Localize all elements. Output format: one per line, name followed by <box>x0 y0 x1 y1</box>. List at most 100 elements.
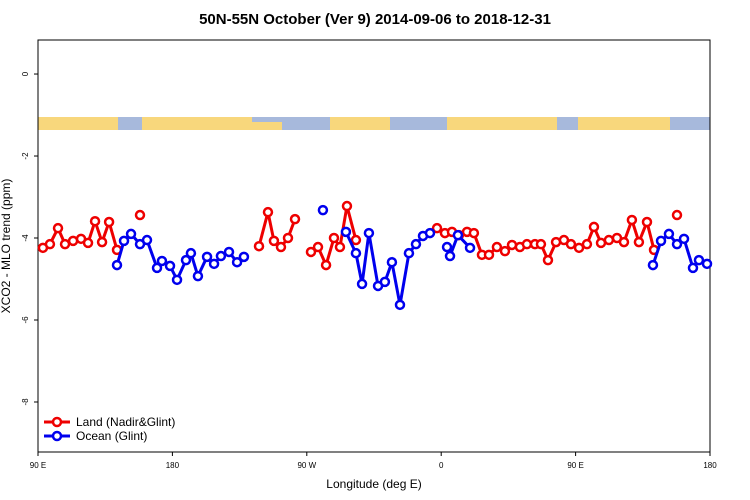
point <box>275 241 287 253</box>
point <box>340 226 352 238</box>
point <box>151 262 163 274</box>
point <box>542 254 554 266</box>
point <box>452 229 464 241</box>
chart-title: 50N-55N October (Ver 9) 2014-09-06 to 20… <box>199 11 551 28</box>
x-tick-label: 0 <box>439 461 444 470</box>
point <box>231 256 243 268</box>
point <box>223 246 235 258</box>
point <box>483 249 495 261</box>
point <box>588 221 600 233</box>
point <box>208 258 220 270</box>
point <box>185 247 197 259</box>
point <box>424 227 436 239</box>
point <box>253 240 265 252</box>
y-tick-label: -2 <box>21 152 30 160</box>
point <box>350 247 362 259</box>
point <box>441 241 453 253</box>
x-tick-label: 180 <box>166 461 180 470</box>
point <box>573 242 585 254</box>
point <box>626 214 638 226</box>
point <box>468 227 480 239</box>
point <box>289 213 301 225</box>
point <box>655 235 667 247</box>
point <box>581 238 593 250</box>
land-mask-strip <box>38 117 710 130</box>
x-tick-label: 180 <box>703 461 717 470</box>
y-tick-label: -6 <box>21 316 30 324</box>
point <box>647 259 659 271</box>
point <box>111 259 123 271</box>
point <box>431 222 443 234</box>
point <box>164 260 176 272</box>
point <box>180 254 192 266</box>
x-axis-label: Longitude (deg E) <box>326 477 421 491</box>
point <box>350 234 362 246</box>
point <box>565 238 577 250</box>
legend-label: Ocean (Glint) <box>76 429 147 443</box>
point <box>171 274 183 286</box>
point <box>141 234 153 246</box>
point <box>156 255 168 267</box>
legend-label: Land (Nadir&Glint) <box>76 415 175 429</box>
point <box>262 206 274 218</box>
point <box>356 278 368 290</box>
point <box>491 241 503 253</box>
point <box>118 235 130 247</box>
y-axis-label: XCO2 - MLO trend (ppm) <box>0 179 13 314</box>
point <box>192 270 204 282</box>
point <box>89 215 101 227</box>
point <box>678 233 690 245</box>
point <box>671 238 683 250</box>
y-tick-label: -4 <box>21 234 30 242</box>
point <box>363 227 375 239</box>
point <box>125 228 137 240</box>
point <box>238 251 250 263</box>
point <box>379 276 391 288</box>
point <box>96 236 108 248</box>
point <box>663 228 675 240</box>
point <box>444 250 456 262</box>
point <box>44 238 56 250</box>
point <box>320 259 332 271</box>
point <box>134 209 146 221</box>
legend-marker <box>51 416 63 428</box>
plot-frame <box>37 39 711 453</box>
point <box>641 216 653 228</box>
legend-marker <box>51 430 63 442</box>
point <box>671 209 683 221</box>
point <box>328 232 340 244</box>
y-tick-label: 0 <box>21 71 30 76</box>
point <box>312 241 324 253</box>
point <box>305 246 317 258</box>
point <box>82 237 94 249</box>
x-tick-label: 90 E <box>567 461 583 470</box>
point <box>603 234 615 246</box>
point <box>633 236 645 248</box>
point <box>215 250 227 262</box>
point <box>386 256 398 268</box>
point <box>464 242 476 254</box>
point <box>341 200 353 212</box>
x-tick-label: 90 E <box>30 461 46 470</box>
point <box>103 216 115 228</box>
point <box>268 235 280 247</box>
point <box>693 254 705 266</box>
point <box>499 245 511 257</box>
point <box>201 251 213 263</box>
point <box>410 238 422 250</box>
point <box>535 238 547 250</box>
point <box>394 299 406 311</box>
point <box>403 247 415 259</box>
point <box>282 232 294 244</box>
point <box>334 241 346 253</box>
point <box>521 238 533 250</box>
y-tick-label: -8 <box>21 398 30 406</box>
point <box>618 236 630 248</box>
point <box>317 204 329 216</box>
point <box>687 262 699 274</box>
point <box>52 222 64 234</box>
point <box>59 238 71 250</box>
x-tick-label: 90 W <box>297 461 316 470</box>
